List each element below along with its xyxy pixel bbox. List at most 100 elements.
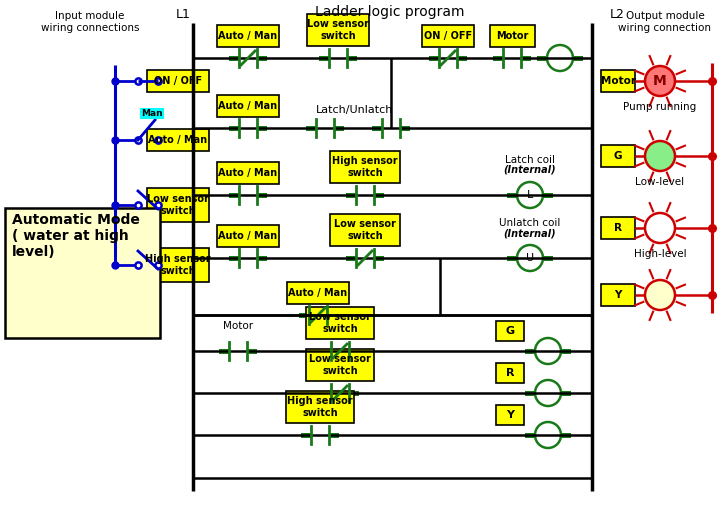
FancyBboxPatch shape — [257, 255, 267, 261]
FancyBboxPatch shape — [147, 188, 209, 222]
FancyBboxPatch shape — [147, 70, 209, 92]
FancyBboxPatch shape — [493, 55, 503, 61]
FancyBboxPatch shape — [537, 55, 547, 61]
FancyBboxPatch shape — [257, 55, 267, 61]
Text: Man: Man — [141, 109, 163, 118]
FancyBboxPatch shape — [496, 363, 524, 383]
FancyBboxPatch shape — [287, 282, 349, 304]
FancyBboxPatch shape — [229, 192, 239, 198]
FancyBboxPatch shape — [229, 55, 239, 61]
FancyBboxPatch shape — [334, 126, 344, 130]
FancyBboxPatch shape — [217, 225, 279, 247]
Circle shape — [645, 66, 675, 96]
Text: Y: Y — [506, 410, 514, 420]
Text: G: G — [505, 326, 515, 336]
FancyBboxPatch shape — [321, 390, 331, 396]
FancyBboxPatch shape — [525, 390, 535, 396]
FancyBboxPatch shape — [346, 255, 356, 261]
FancyBboxPatch shape — [329, 432, 339, 438]
FancyBboxPatch shape — [247, 348, 257, 353]
FancyBboxPatch shape — [400, 126, 410, 130]
Text: Motor: Motor — [223, 321, 253, 331]
FancyBboxPatch shape — [601, 217, 635, 239]
FancyBboxPatch shape — [457, 55, 467, 61]
FancyBboxPatch shape — [349, 390, 359, 396]
Text: (Internal): (Internal) — [504, 165, 557, 175]
Text: U: U — [526, 253, 534, 263]
Text: High sensor
switch: High sensor switch — [332, 156, 398, 178]
Text: M: M — [653, 74, 667, 88]
FancyBboxPatch shape — [5, 208, 160, 338]
FancyBboxPatch shape — [372, 126, 382, 130]
FancyBboxPatch shape — [496, 321, 524, 341]
FancyBboxPatch shape — [147, 129, 209, 151]
FancyBboxPatch shape — [349, 348, 359, 353]
FancyBboxPatch shape — [496, 405, 524, 425]
FancyBboxPatch shape — [561, 348, 571, 353]
FancyBboxPatch shape — [217, 162, 279, 184]
Text: Auto / Man: Auto / Man — [218, 168, 278, 178]
FancyBboxPatch shape — [490, 25, 534, 47]
FancyBboxPatch shape — [374, 255, 384, 261]
FancyBboxPatch shape — [374, 192, 384, 198]
Text: Ladder logic program: Ladder logic program — [315, 5, 464, 19]
FancyBboxPatch shape — [422, 25, 474, 47]
FancyBboxPatch shape — [525, 432, 535, 438]
FancyBboxPatch shape — [257, 192, 267, 198]
FancyBboxPatch shape — [561, 390, 571, 396]
Text: Automatic Mode
( water at high
level): Automatic Mode ( water at high level) — [12, 213, 140, 260]
Circle shape — [645, 280, 675, 310]
Text: Auto / Man: Auto / Man — [289, 288, 348, 298]
FancyBboxPatch shape — [327, 312, 337, 318]
Text: Low-level: Low-level — [636, 177, 685, 187]
FancyBboxPatch shape — [507, 192, 517, 198]
FancyBboxPatch shape — [573, 55, 583, 61]
Text: Low sensor
switch: Low sensor switch — [147, 194, 209, 216]
FancyBboxPatch shape — [299, 312, 309, 318]
FancyBboxPatch shape — [319, 55, 329, 61]
Text: Low sensor
switch: Low sensor switch — [307, 19, 369, 41]
Text: L: L — [527, 190, 533, 200]
FancyBboxPatch shape — [286, 391, 354, 423]
FancyBboxPatch shape — [543, 255, 553, 261]
FancyBboxPatch shape — [257, 126, 267, 130]
Text: L1: L1 — [176, 8, 190, 21]
FancyBboxPatch shape — [601, 70, 635, 92]
FancyBboxPatch shape — [330, 151, 400, 183]
Circle shape — [645, 213, 675, 243]
FancyBboxPatch shape — [217, 95, 279, 117]
FancyBboxPatch shape — [306, 126, 316, 130]
Text: Low sensor
switch: Low sensor switch — [309, 312, 371, 334]
Text: Y: Y — [614, 290, 621, 300]
Text: Auto / Man: Auto / Man — [148, 135, 207, 145]
FancyBboxPatch shape — [217, 25, 279, 47]
Text: Auto / Man: Auto / Man — [218, 31, 278, 41]
Text: L2: L2 — [610, 8, 624, 21]
FancyBboxPatch shape — [429, 55, 439, 61]
FancyBboxPatch shape — [306, 307, 374, 339]
FancyBboxPatch shape — [347, 55, 357, 61]
Text: High sensor
switch: High sensor switch — [145, 254, 211, 276]
Text: Latch coil: Latch coil — [505, 155, 555, 165]
Text: Motor: Motor — [600, 76, 636, 86]
FancyBboxPatch shape — [507, 255, 517, 261]
Text: R: R — [505, 368, 514, 378]
FancyBboxPatch shape — [561, 432, 571, 438]
FancyBboxPatch shape — [321, 348, 331, 353]
FancyBboxPatch shape — [330, 214, 400, 246]
FancyBboxPatch shape — [601, 284, 635, 306]
Text: G: G — [613, 151, 622, 161]
FancyBboxPatch shape — [543, 192, 553, 198]
Text: (Internal): (Internal) — [504, 228, 557, 238]
Text: Output module
wiring connection: Output module wiring connection — [618, 11, 711, 33]
FancyBboxPatch shape — [147, 248, 209, 282]
FancyBboxPatch shape — [521, 55, 531, 61]
Text: Pump running: Pump running — [624, 102, 697, 112]
Text: Low sensor
switch: Low sensor switch — [309, 354, 371, 376]
Text: Low sensor
switch: Low sensor switch — [334, 219, 396, 241]
FancyBboxPatch shape — [219, 348, 229, 353]
Text: Auto / Man: Auto / Man — [218, 231, 278, 241]
Text: Unlatch coil: Unlatch coil — [499, 218, 561, 228]
FancyBboxPatch shape — [306, 349, 374, 381]
Text: ON / OFF: ON / OFF — [424, 31, 472, 41]
